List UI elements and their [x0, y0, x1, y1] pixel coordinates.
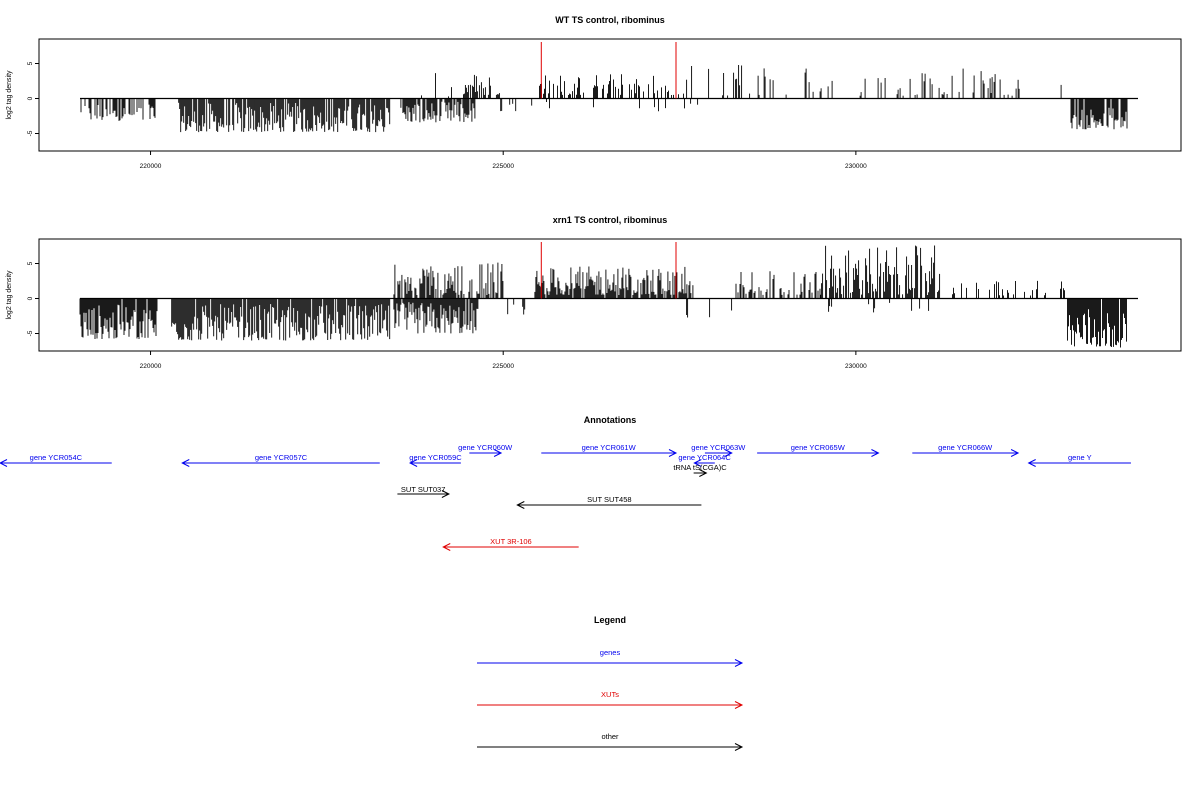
annotation-label: tRNA tS(CGA)C [673, 463, 727, 472]
arrow-head [408, 459, 418, 467]
legend-item: XUTs [477, 690, 744, 709]
y-tick-label: 5 [27, 261, 34, 265]
annotation-label: gene Y [1068, 453, 1092, 462]
annotation-label: gene YCR057C [255, 453, 308, 462]
annotation-feature: SUT SUT458 [516, 495, 702, 509]
arrow-head [699, 469, 708, 477]
wt-y-axis-label: log2 tag density [6, 70, 13, 120]
annotation-feature: tRNA tS(CGA)C [673, 463, 727, 477]
legend-items: genes XUTs other [477, 648, 744, 751]
legend: Legend genes XUTs other [477, 615, 744, 751]
arrow-head [871, 449, 880, 457]
annotation-feature: gene YCR060W [458, 443, 513, 457]
arrow-head [734, 701, 744, 709]
arrow-head [1027, 459, 1036, 467]
legend-label: other [601, 732, 619, 741]
x-tick-label: 225000 [492, 163, 514, 170]
wt-red-markers [540, 42, 677, 99]
wt-y-axis: -5 0 5 [27, 61, 39, 136]
arrow-head [441, 490, 451, 498]
annotation-feature: XUT 3R-106 [442, 537, 579, 551]
xrn1-density-bars [79, 245, 1127, 348]
xrn1-red-markers [540, 242, 677, 299]
x-tick-label: 220000 [140, 363, 162, 370]
annotation-label: SUT SUT458 [587, 495, 631, 504]
x-tick-label: 225000 [492, 363, 514, 370]
annotation-feature: gene YCR057C [181, 453, 380, 467]
annotation-feature: gene YCR059C [408, 453, 462, 467]
annotation-features: gene YCR054C gene YCR057C gene YCR059Cgene… [0, 443, 1131, 551]
arrow-head [668, 449, 678, 457]
wt-density-bars [80, 65, 1128, 133]
xrn1-y-axis: -5 0 5 [27, 261, 39, 336]
annotations-title: Annotations [584, 415, 637, 425]
annotation-label: gene YCR063W [691, 443, 746, 452]
annotation-label: gene YCR065W [791, 443, 846, 452]
annotation-feature: SUT SUT037 [397, 485, 451, 498]
wt-plot-frame [38, 38, 1182, 152]
annotation-label: gene YCR059C [409, 453, 462, 462]
arrow-head [442, 543, 451, 551]
arrow-head [181, 459, 190, 467]
wt-x-axis: 220000 225000 230000 [140, 151, 867, 170]
annotation-feature: gene YCR065W [757, 443, 880, 457]
annotation-label: XUT 3R-106 [490, 537, 532, 546]
annotation-feature: gene Y [1027, 453, 1131, 467]
arrow-head [724, 449, 733, 457]
arrow-head [734, 659, 744, 667]
annotation-feature: gene YCR063W [691, 443, 746, 457]
xrn1-x-axis: 220000 225000 230000 [140, 351, 867, 370]
wt-panel-title: WT TS control, ribominus [555, 15, 665, 25]
xrn1-panel-title: xrn1 TS control, ribominus [553, 215, 668, 225]
annotation-feature: gene YCR061W [541, 443, 678, 457]
wt-panel: WT TS control, ribominus log2 tag densit… [6, 15, 1182, 170]
x-tick-label: 230000 [845, 363, 867, 370]
arrow-head [493, 449, 503, 457]
legend-item: other [477, 732, 744, 751]
legend-item: genes [477, 648, 744, 667]
annotation-label: gene YCR064C [678, 453, 731, 462]
y-tick-label: -5 [27, 130, 34, 136]
arrow-head [734, 743, 744, 751]
annotation-feature: gene YCR064C [678, 453, 731, 467]
annotation-label: SUT SUT037 [401, 485, 445, 494]
arrow-head [693, 459, 702, 467]
x-tick-label: 220000 [140, 163, 162, 170]
y-tick-label: 5 [27, 61, 34, 65]
y-tick-label: -5 [27, 330, 34, 336]
arrow-head [0, 459, 8, 467]
annotation-label: gene YCR060W [458, 443, 513, 452]
legend-label: XUTs [601, 690, 619, 699]
annotation-label: gene YCR054C [30, 453, 83, 462]
y-tick-label: 0 [27, 96, 34, 100]
arrow-head [516, 501, 525, 509]
annotation-feature: gene YCR054C [0, 453, 112, 467]
xrn1-plot-frame [38, 238, 1182, 352]
annotation-feature: gene YCR066W [912, 443, 1020, 457]
legend-label: genes [600, 648, 621, 657]
x-tick-label: 230000 [845, 163, 867, 170]
xrn1-y-axis-label: log2 tag density [6, 270, 13, 320]
annotation-label: gene YCR061W [582, 443, 637, 452]
legend-title: Legend [594, 615, 626, 625]
annotations-track: Annotations gene YCR054C gene YCR057C gene… [0, 415, 1131, 551]
y-tick-label: 0 [27, 296, 34, 300]
annotation-label: gene YCR066W [938, 443, 993, 452]
arrow-head [1010, 449, 1020, 457]
xrn1-panel: xrn1 TS control, ribominus log2 tag dens… [6, 215, 1182, 370]
